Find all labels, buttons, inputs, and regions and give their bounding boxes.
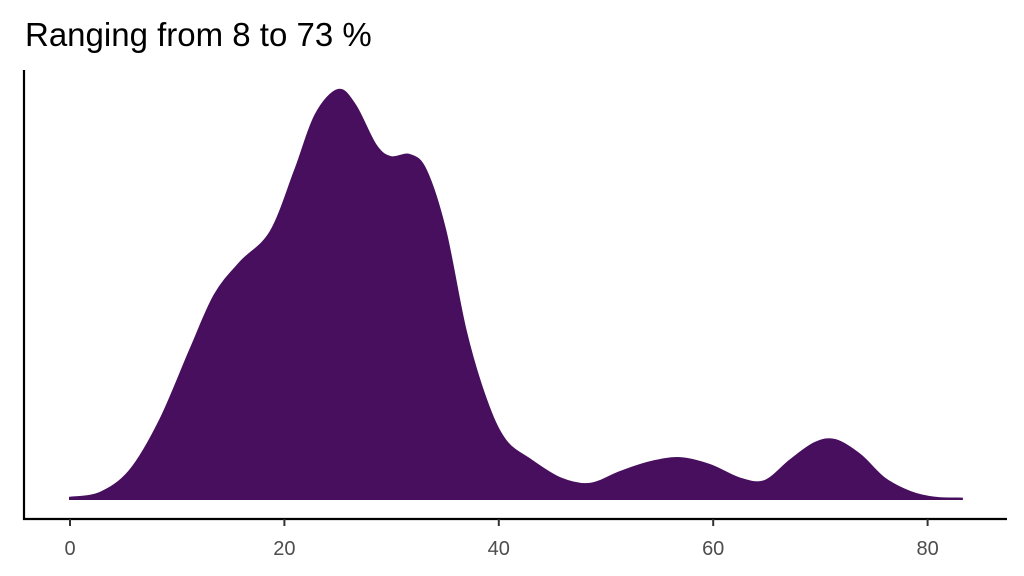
plot-area	[69, 88, 963, 500]
x-tick-label: 20	[273, 538, 295, 560]
chart-title: Ranging from 8 to 73 %	[25, 16, 372, 53]
density-area	[69, 88, 963, 500]
x-tick-label: 80	[916, 538, 938, 560]
x-tick-label: 60	[702, 538, 724, 560]
x-tick-label: 0	[64, 538, 75, 560]
x-tick-label: 40	[488, 538, 510, 560]
x-axis-ticks: 0 20 40 60 80	[64, 519, 939, 560]
